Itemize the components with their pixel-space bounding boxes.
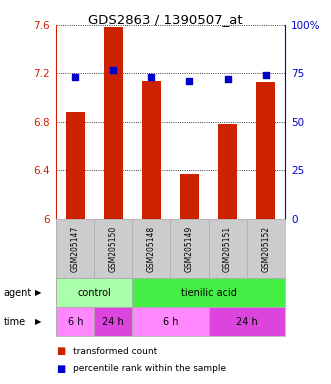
Text: 6 h: 6 h xyxy=(163,316,178,327)
Text: ■: ■ xyxy=(56,346,66,356)
Bar xyxy=(66,112,85,219)
Text: percentile rank within the sample: percentile rank within the sample xyxy=(73,364,226,373)
Bar xyxy=(180,174,199,219)
Text: GSM205152: GSM205152 xyxy=(261,225,270,272)
Text: tienilic acid: tienilic acid xyxy=(181,288,236,298)
Bar xyxy=(94,307,132,336)
Text: 24 h: 24 h xyxy=(103,316,124,327)
Bar xyxy=(256,82,275,219)
Point xyxy=(72,74,78,80)
Text: GSM205148: GSM205148 xyxy=(147,225,156,272)
Text: 6 h: 6 h xyxy=(68,316,83,327)
Text: ▶: ▶ xyxy=(35,288,41,297)
Bar xyxy=(56,278,132,307)
Text: ■: ■ xyxy=(56,364,66,374)
Point xyxy=(187,78,192,84)
Bar xyxy=(132,278,285,307)
Text: GDS2863 / 1390507_at: GDS2863 / 1390507_at xyxy=(88,13,243,26)
Bar xyxy=(132,307,209,336)
Bar xyxy=(218,124,237,219)
Text: GSM205150: GSM205150 xyxy=(109,225,118,272)
Text: transformed count: transformed count xyxy=(73,347,157,356)
Point xyxy=(225,76,230,82)
Text: time: time xyxy=(3,316,25,327)
Text: GSM205147: GSM205147 xyxy=(71,225,80,272)
Text: ▶: ▶ xyxy=(35,317,41,326)
Bar xyxy=(209,307,285,336)
Point xyxy=(263,72,268,78)
Text: agent: agent xyxy=(3,288,31,298)
Bar xyxy=(142,81,161,219)
Text: 24 h: 24 h xyxy=(236,316,258,327)
Bar xyxy=(56,307,94,336)
Point xyxy=(111,66,116,73)
Text: GSM205151: GSM205151 xyxy=(223,225,232,272)
Point xyxy=(149,74,154,80)
Text: control: control xyxy=(77,288,111,298)
Text: GSM205149: GSM205149 xyxy=(185,225,194,272)
Bar xyxy=(104,27,123,219)
